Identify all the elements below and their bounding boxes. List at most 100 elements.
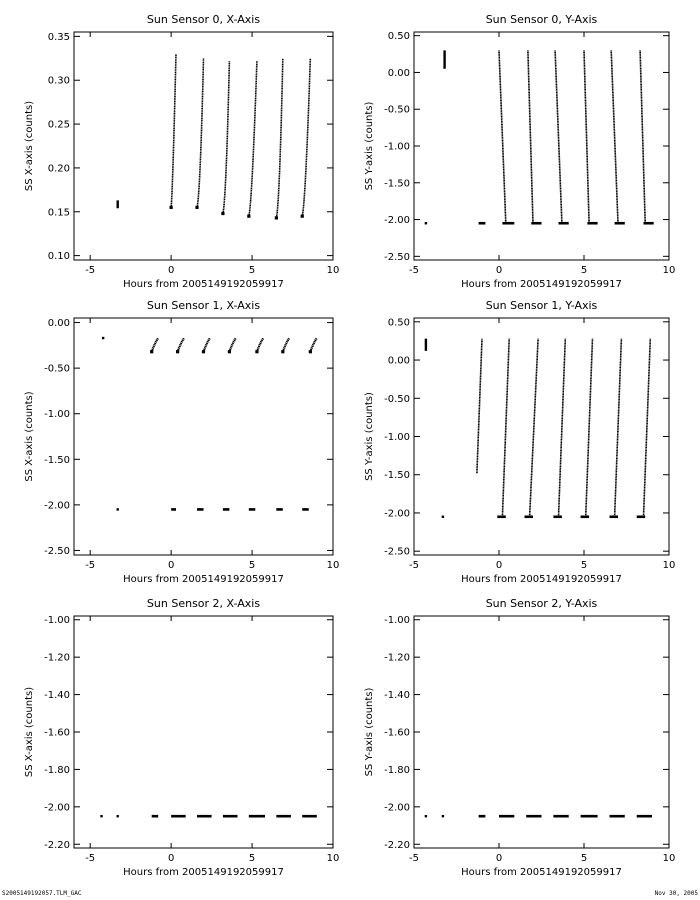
x-tick-label: -5: [409, 853, 419, 864]
y-tick-label: 0.25: [48, 120, 70, 131]
data-curve-base: [221, 211, 225, 216]
data-curve: [150, 337, 160, 353]
chart-panel-0: Sun Sensor 0, X-Axis -5 0 5 10 0.10 0.15 0.20 0.…: [24, 13, 339, 290]
y-tick-label: -1.50: [44, 455, 70, 466]
data-sweep: [554, 50, 563, 224]
data-curve-base: [300, 214, 304, 218]
data-sweep: [642, 338, 652, 517]
data-curve-base: [247, 214, 251, 218]
data-sweep: [639, 50, 646, 224]
plot-frame: [73, 317, 334, 556]
x-axis-label: Hours from 2005149192059917: [123, 574, 284, 585]
y-axis-label: SS X-axis (counts): [24, 101, 35, 191]
data-curve: [176, 337, 185, 353]
x-tick-label: 5: [249, 560, 255, 571]
data-point: [116, 814, 119, 818]
data-curve-base: [201, 350, 206, 354]
x-tick-label: 10: [663, 853, 676, 864]
y-tick-label: -1.00: [44, 615, 70, 626]
data-sweep: [584, 338, 594, 517]
data-curve: [228, 337, 237, 353]
y-tick-label: -2.20: [44, 840, 70, 851]
x-tick-label: 5: [249, 265, 255, 276]
y-axis-label: SS X-axis (counts): [24, 391, 35, 481]
x-tick-label: 0: [168, 560, 174, 571]
x-tick-label: -5: [85, 265, 95, 276]
x-tick-label: -5: [85, 560, 95, 571]
x-tick-label: -5: [409, 560, 419, 571]
chart-title: Sun Sensor 2, X-Axis: [147, 597, 260, 610]
data-curve: [196, 58, 205, 208]
x-axis-label: Hours from 2005149192059917: [123, 279, 284, 290]
data-sweep: [528, 338, 539, 517]
y-tick-label: 0.00: [388, 356, 410, 367]
data-curve: [222, 60, 231, 214]
x-tick-label: 10: [663, 560, 676, 571]
data-curve: [170, 53, 177, 208]
y-tick-label: 0.10: [48, 251, 70, 262]
data-point: [424, 814, 428, 818]
x-tick-label: 10: [663, 265, 676, 276]
y-tick-label: -1.80: [384, 765, 410, 776]
y-tick-label: -2.50: [384, 547, 410, 558]
data-curve: [301, 58, 312, 217]
y-tick-label: 0.50: [388, 317, 410, 328]
y-tick-label: 0.30: [48, 76, 70, 87]
plot-frame: [73, 615, 334, 849]
y-tick-label: 0.00: [48, 318, 70, 329]
plot-frame: [413, 31, 670, 261]
x-tick-label: 10: [327, 560, 340, 571]
y-tick-label: -1.40: [44, 690, 70, 701]
data-sweep: [583, 50, 590, 224]
x-tick-label: -5: [409, 265, 419, 276]
y-tick-label: 0.15: [48, 207, 70, 218]
y-tick-label: -1.50: [384, 470, 410, 481]
data-curve: [309, 337, 318, 353]
x-tick-label: 5: [249, 853, 255, 864]
y-tick-label: -0.50: [384, 394, 410, 405]
data-point: [441, 515, 445, 518]
chart-panel-5: Sun Sensor 2, Y-Axis -5 0 5 10 -2.20 -2.00 -1.8…: [364, 597, 675, 878]
data-sweep: [613, 338, 623, 517]
y-tick-label: -1.80: [44, 765, 70, 776]
data-curve: [202, 337, 211, 353]
data-curve-base: [150, 350, 154, 354]
data-sweep: [610, 50, 619, 224]
data-point: [100, 814, 103, 818]
x-tick-label: 5: [581, 560, 587, 571]
data-curve: [275, 58, 284, 219]
x-axis-label: Hours from 2005149192059917: [123, 867, 284, 878]
x-tick-label: 5: [581, 853, 587, 864]
plot-frame: [73, 31, 334, 261]
chart-title: Sun Sensor 0, X-Axis: [147, 13, 260, 26]
y-axis-label: SS X-axis (counts): [24, 687, 35, 777]
y-axis-label: SS Y-axis (counts): [364, 101, 375, 190]
x-tick-label: 10: [327, 853, 340, 864]
y-axis-label: SS Y-axis (counts): [364, 687, 375, 776]
data-curve-base: [195, 205, 199, 209]
y-tick-label: -1.20: [384, 653, 410, 664]
chart-panel-2: Sun Sensor 1, X-Axis -5 0 5 10 -2.50 -2.00 -1.5…: [24, 299, 339, 585]
footer-date-label: Nov 30, 2005: [654, 890, 698, 897]
y-tick-label: 0.00: [388, 68, 410, 79]
y-tick-label: -0.50: [44, 364, 70, 375]
data-sweep: [476, 338, 483, 474]
data-curve-base: [281, 350, 285, 354]
y-tick-label: -2.00: [384, 508, 410, 519]
x-axis-label: Hours from 2005149192059917: [461, 867, 622, 878]
y-tick-label: -2.00: [44, 802, 70, 813]
data-curve-base: [227, 350, 231, 354]
y-tick-label: -1.50: [384, 178, 410, 189]
y-tick-label: -0.50: [384, 105, 410, 116]
y-tick-label: -2.50: [44, 546, 70, 557]
chart-title: Sun Sensor 2, Y-Axis: [486, 597, 598, 610]
y-tick-label: -1.20: [44, 653, 70, 664]
y-tick-label: 0.50: [388, 31, 410, 42]
x-axis-label: Hours from 2005149192059917: [461, 279, 622, 290]
data-curve-base: [274, 216, 278, 220]
plot-frame: [413, 317, 670, 556]
y-tick-label: -2.50: [384, 252, 410, 263]
y-tick-label: -2.00: [44, 500, 70, 511]
footer-file-label: S2005149192057.TLM_GAC: [2, 890, 82, 897]
